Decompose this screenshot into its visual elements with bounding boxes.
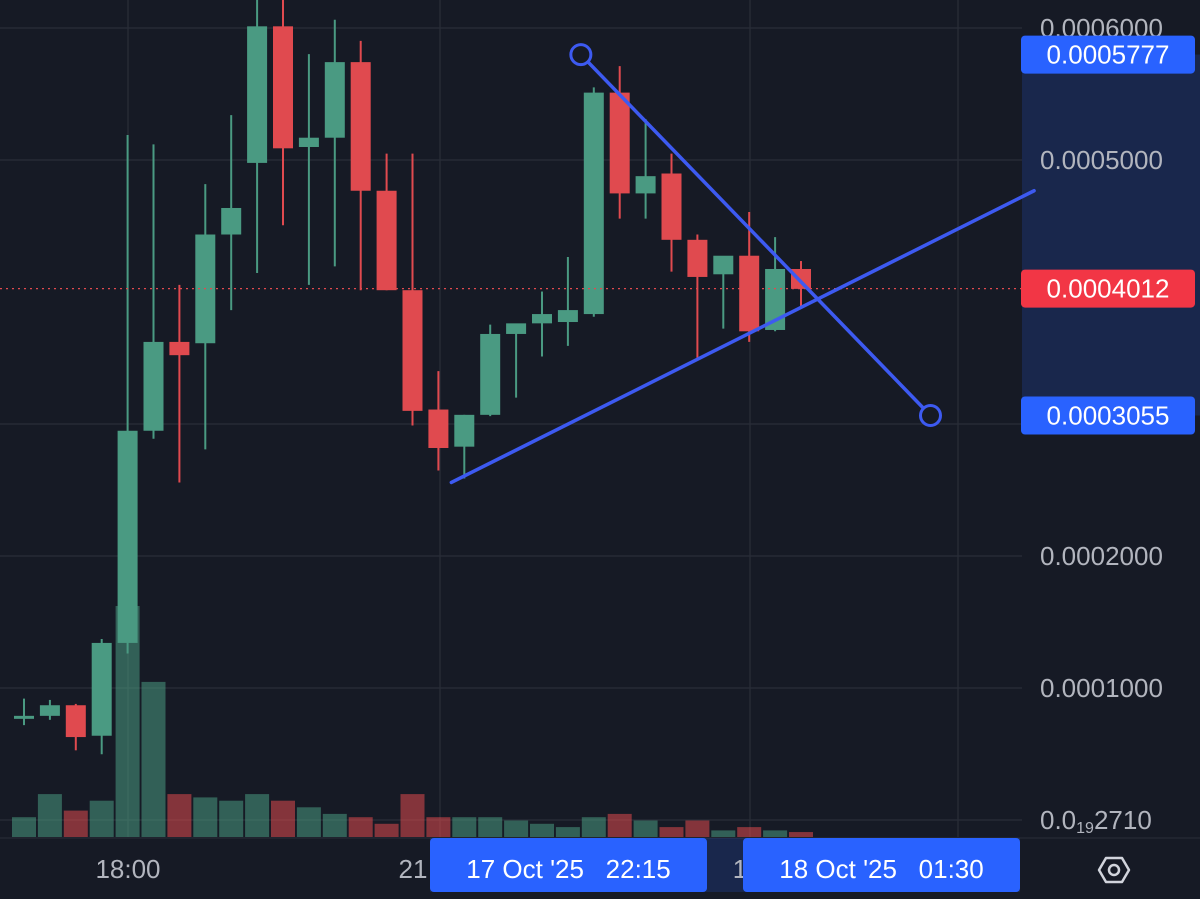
volume-bar [555,827,580,837]
candle-body [273,26,293,149]
candle-body [739,255,760,332]
candle-body [169,341,190,356]
candle-body [143,341,164,431]
candle-body [247,26,268,163]
volume-bar [296,807,321,837]
volume-bar [89,800,114,837]
upper-price-badge[interactable]: 0.0005777 [1021,35,1195,74]
candle-body [91,642,112,736]
candle-body [428,409,449,448]
volume-bar [426,817,451,837]
time-badge-label: 17 Oct '25 22:15 [466,854,670,884]
candle-body [557,310,578,323]
upper-price-badge-bg [1021,35,1195,74]
trendline-handle[interactable] [919,404,942,428]
candle-body [298,137,319,147]
volume-bar [452,817,477,837]
candle-body [765,268,786,330]
volume-bar [530,823,554,837]
volume-bar [633,820,658,837]
volume-bar [607,813,632,837]
volume-bar [581,817,606,837]
volume-bar [374,823,399,837]
volume-bar [167,794,192,837]
candle-body [635,176,656,194]
price-range-highlight [1022,54,1200,416]
volume-bar [763,830,788,837]
volume-bar [245,794,270,837]
candle-body [402,290,423,411]
price-tick-label: 0.0005000 [1040,145,1163,175]
trendlines[interactable] [449,43,1036,485]
lower-price-badge-bg [1021,396,1195,435]
volume-bar [478,817,503,837]
volume-bar [193,797,218,837]
price-axis[interactable]: 0.00060000.00050000.00020000.00010000.01… [1021,13,1195,837]
volume-bar [504,820,529,837]
candle-body [39,705,60,716]
volume-bar [659,827,684,837]
candle-body [221,207,242,235]
candle-body [350,62,371,191]
volume-bar [63,810,88,837]
upper-price-badge-label: 0.0005777 [1047,40,1170,70]
time-badge[interactable]: 18 Oct '25 01:30 [743,838,1020,892]
volume-bar [141,681,166,837]
time-badge-label: 18 Oct '25 01:30 [779,854,983,884]
candle-body [661,173,682,240]
price-tick-label: 0.0001000 [1040,673,1163,703]
candle-body [583,92,604,315]
hexagon-settings-icon [1097,856,1131,884]
candle-body [376,190,397,291]
current-price-badge-label: 0.0004012 [1047,274,1170,304]
volume-bar [219,800,244,837]
volume-bar [789,832,813,837]
time-badge[interactable]: 17 Oct '25 22:15 [430,838,707,892]
candle-body [14,715,34,719]
candle-body [532,314,552,324]
candle-body [117,430,138,643]
time-badge-bg [430,838,707,892]
volume-bar [400,794,425,837]
candle-body [687,239,708,277]
volume-bar [737,827,762,837]
candle-body [65,705,86,738]
candle-body [713,255,734,275]
upper-trendline[interactable] [579,52,933,418]
volume-bar [322,813,347,837]
chart-settings-button[interactable] [1092,848,1136,892]
candles [0,0,1200,755]
price-tick-label: 0.0192710 [1040,805,1152,837]
candle-body [454,414,475,447]
time-badge-bg [743,838,1020,892]
lower-price-badge[interactable]: 0.0003055 [1021,396,1195,435]
lower-trendline[interactable] [449,189,1036,485]
candle-body [791,268,811,289]
candle-body [609,92,630,194]
trendline-handle[interactable] [569,43,593,67]
current-price-badge-bg [1021,269,1195,308]
volume-bar [348,817,373,837]
lower-price-badge-label: 0.0003055 [1047,401,1170,431]
candle-body [506,323,527,334]
current-price-badge[interactable]: 0.0004012 [1021,269,1195,308]
candle-body [324,62,345,138]
volume-bar [271,800,295,837]
volume-bar [12,817,36,837]
time-tick-label: 21 [399,854,428,884]
time-tick-label: 18:00 [95,854,160,884]
price-tick-label: 0.0002000 [1040,541,1163,571]
volume-bar [685,820,710,837]
volume-bar [37,794,62,837]
volume-bar [711,830,736,837]
candle-body [480,333,501,415]
time-axis[interactable]: 18:00 21 117 Oct '25 22:15 18 Oct '25 01:30 [95,838,1020,892]
